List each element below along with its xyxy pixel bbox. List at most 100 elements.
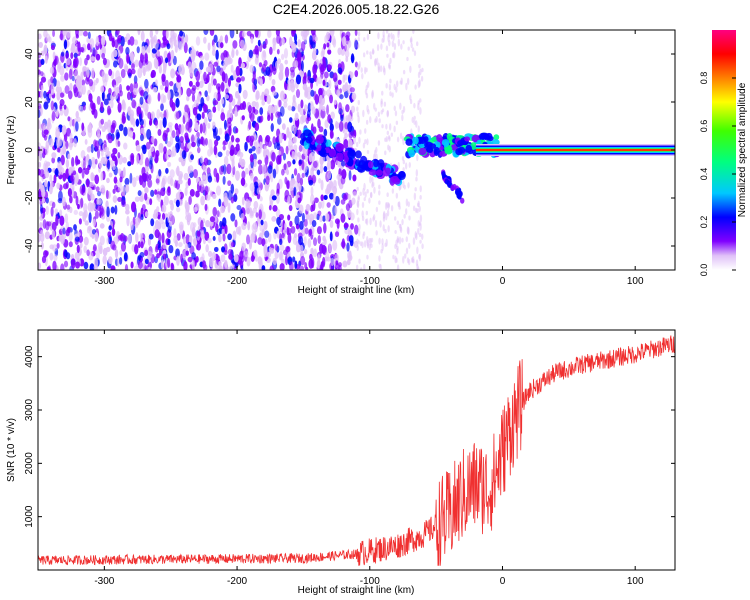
spectrogram-cell bbox=[276, 216, 281, 226]
spectrogram-cell bbox=[129, 36, 135, 46]
spectrogram-cell bbox=[84, 57, 88, 66]
spectrogram-cell bbox=[189, 68, 194, 78]
spectrogram-cell bbox=[144, 249, 149, 257]
spectrogram-cell bbox=[191, 141, 196, 148]
spectrogram-cell bbox=[315, 135, 324, 144]
spectrogram-cell bbox=[137, 30, 141, 36]
spectrogram-cell bbox=[334, 195, 340, 207]
spectrogram-cell bbox=[219, 42, 224, 49]
spectrogram-cell bbox=[80, 71, 84, 81]
spectrogram-cell bbox=[75, 121, 79, 132]
spectrogram-cell bbox=[365, 92, 369, 99]
spectrogram-cell bbox=[293, 233, 298, 239]
spectrogram-cell bbox=[107, 159, 111, 170]
spectrogram-cell bbox=[76, 231, 81, 237]
spectrogram-cell bbox=[164, 57, 169, 64]
snr-x-tick-label: -200 bbox=[227, 576, 247, 587]
spectrogram-cell bbox=[54, 208, 59, 215]
spectrogram-cell bbox=[162, 117, 167, 128]
spectrogram-cell bbox=[378, 255, 381, 262]
spectrogram-cell bbox=[165, 167, 169, 174]
spectrogram-cell bbox=[124, 65, 129, 72]
spectrogram-cell bbox=[407, 182, 410, 189]
spectrogram-cell bbox=[49, 252, 54, 261]
spectrogram-cell bbox=[127, 106, 132, 116]
spectrogram-cell bbox=[341, 169, 347, 180]
spectrogram-cell bbox=[352, 135, 356, 145]
spectrogram-cell bbox=[95, 77, 99, 84]
spectrogram-cell bbox=[225, 149, 230, 157]
spectrogram-cell bbox=[261, 99, 266, 106]
spectrogram-cell bbox=[140, 241, 144, 249]
colorbar-gradient bbox=[712, 30, 736, 270]
spectrogram-cell bbox=[185, 250, 189, 256]
spectrogram-cell bbox=[317, 118, 321, 129]
spectrogram-cell bbox=[88, 212, 92, 224]
spectrogram-y-tick-label: 40 bbox=[24, 48, 35, 60]
spectrogram-cell bbox=[217, 101, 221, 112]
spectrogram-cell bbox=[404, 208, 408, 215]
spectrogram-cell bbox=[238, 57, 242, 68]
spectrogram-cell bbox=[228, 253, 233, 260]
spectrogram-cell bbox=[393, 42, 397, 51]
spectrogram-cell bbox=[384, 150, 387, 156]
spectrogram-cell bbox=[320, 179, 324, 191]
spectrogram-cell bbox=[369, 54, 373, 60]
spectrogram-cell bbox=[41, 197, 46, 204]
spectrogram-cell bbox=[38, 119, 41, 130]
spectrogram-cell bbox=[305, 30, 310, 36]
spectrogram-cell bbox=[412, 205, 416, 212]
spectrogram-cell bbox=[396, 136, 400, 143]
spectrogram-cell bbox=[280, 90, 285, 101]
spectrogram-cell bbox=[175, 111, 181, 119]
spectrogram-cell bbox=[312, 160, 318, 169]
spectrogram-cell bbox=[230, 183, 235, 194]
spectrogram-cell bbox=[108, 256, 113, 265]
spectrogram-cell bbox=[229, 149, 235, 156]
spectrogram-cell bbox=[100, 184, 106, 193]
spectrogram-cell bbox=[372, 181, 375, 187]
spectrogram-cell bbox=[112, 147, 118, 155]
spectrogram-cell bbox=[402, 159, 406, 165]
snr-plot: -300 -200 -100 0 100 1000 2000 3000 4000 Height… bbox=[6, 329, 676, 596]
spectrogram-cell bbox=[232, 40, 238, 49]
snr-x-tick-label: 0 bbox=[500, 576, 506, 587]
spectrogram-cell bbox=[108, 225, 112, 231]
spectrogram-cell bbox=[308, 153, 313, 163]
spectrogram-cell bbox=[329, 123, 334, 132]
spectrogram-cell bbox=[198, 103, 203, 112]
spectrogram-cell bbox=[207, 82, 212, 94]
spectrogram-cell bbox=[189, 245, 195, 255]
spectrogram-cell bbox=[319, 163, 324, 174]
spectrogram-cell bbox=[133, 39, 139, 46]
spectrogram-cell bbox=[373, 102, 376, 110]
spectrogram-cell bbox=[358, 159, 367, 169]
spectrogram-cell bbox=[201, 111, 205, 120]
spectrogram-cell bbox=[334, 205, 338, 215]
spectrogram-cell bbox=[111, 39, 116, 48]
spectrogram-cell bbox=[312, 47, 317, 56]
spectrogram-cell bbox=[169, 169, 175, 179]
spectrogram-cell bbox=[209, 257, 214, 268]
spectrogram-cell bbox=[201, 253, 205, 263]
spectrogram-cell bbox=[104, 146, 110, 153]
spectrogram-cell bbox=[120, 35, 125, 47]
spectrogram-cell bbox=[114, 205, 118, 215]
spectrogram-cell bbox=[121, 185, 126, 197]
spectrogram-cell bbox=[417, 71, 421, 79]
spectrogram-cell bbox=[140, 133, 144, 142]
spectrogram-cell bbox=[220, 98, 225, 105]
spectrogram-cell bbox=[209, 216, 216, 223]
spectrogram-cell bbox=[116, 37, 122, 44]
spectrogram-cell bbox=[207, 122, 211, 129]
spectrogram-cell bbox=[211, 49, 216, 56]
spectrogram-cell bbox=[123, 126, 128, 137]
spectrogram-cell bbox=[139, 96, 144, 105]
spectrogram-cell bbox=[82, 104, 86, 111]
spectrogram-cell bbox=[145, 171, 149, 182]
spectrogram-cell bbox=[173, 235, 178, 244]
spectrogram-cell bbox=[313, 212, 318, 219]
spectrogram-cell bbox=[167, 186, 171, 193]
spectrogram-cell bbox=[163, 129, 168, 138]
spectrogram-cell bbox=[87, 201, 93, 213]
